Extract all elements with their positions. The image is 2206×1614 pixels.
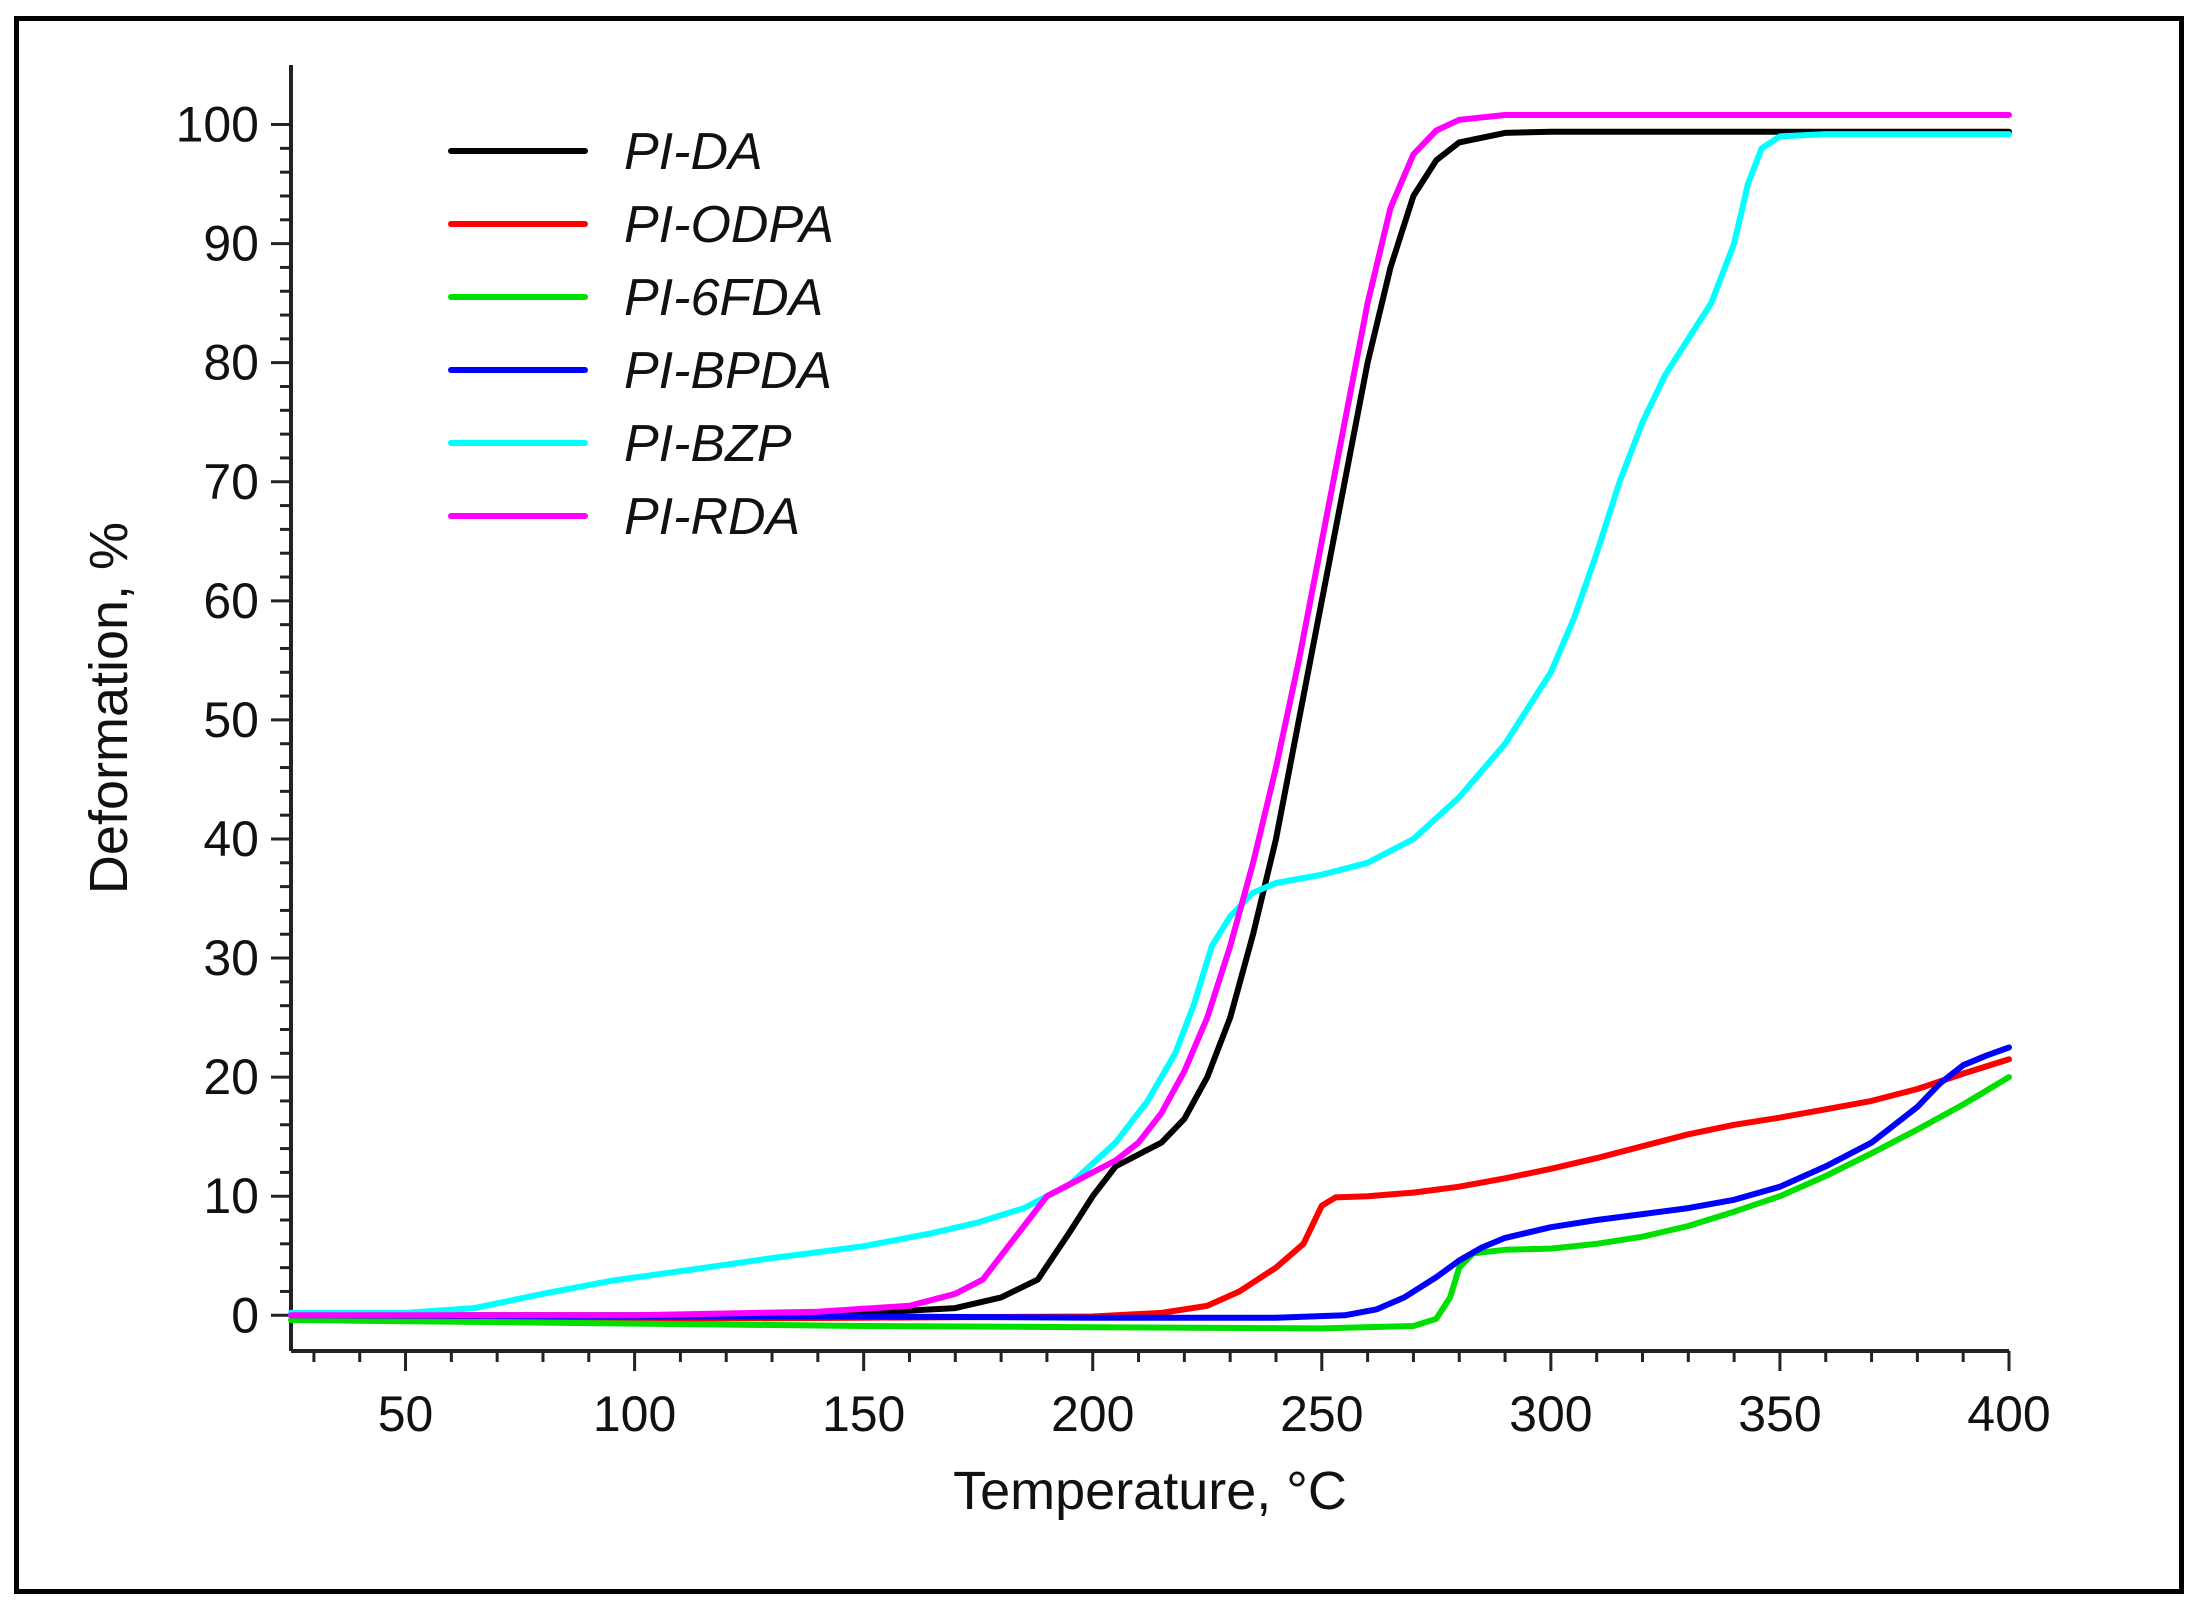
y-tick-label: 20: [203, 1049, 259, 1105]
y-tick-label: 80: [203, 335, 259, 391]
y-tick-label: 100: [176, 97, 259, 153]
series-line-pi-6fda: [288, 1074, 2012, 1332]
legend-label: PI-DA: [624, 123, 763, 181]
y-tick-label: 70: [203, 454, 259, 510]
x-tick-label: 300: [1509, 1386, 1592, 1442]
legend-label: PI-ODPA: [624, 196, 834, 254]
y-tick-label: 90: [203, 216, 259, 272]
legend-label: PI-6FDA: [624, 269, 823, 327]
series-line-pi-bzp: [288, 131, 2012, 1316]
y-tick-label: 60: [203, 573, 259, 629]
x-tick-label: 350: [1738, 1386, 1821, 1442]
y-tick-label: 0: [231, 1287, 259, 1343]
series-line-pi-rda: [288, 112, 2012, 1319]
x-ticks: 50 100 150 200 250 300 350 400: [312, 1351, 2051, 1442]
y-axis-label: Deformation, %: [79, 522, 139, 894]
legend-label: PI-RDA: [624, 488, 800, 546]
x-tick-label: 50: [378, 1386, 434, 1442]
series-line-pi-odpa: [288, 1056, 2012, 1322]
x-tick-label: 200: [1051, 1386, 1134, 1442]
y-tick-label: 40: [203, 811, 259, 867]
y-tick-label: 30: [203, 930, 259, 986]
y-ticks: 0 10 20 30 40 50 60 70 80 90 100: [176, 97, 291, 1343]
series-line-pi-bpda: [288, 1044, 2012, 1321]
y-tick-label: 10: [203, 1168, 259, 1224]
legend: PI-DA PI-ODPA PI-6FDA PI-BPDA PI-BZP PI-RDA: [448, 123, 834, 546]
x-tick-label: 250: [1280, 1386, 1363, 1442]
series-lines: [288, 112, 2012, 1332]
x-axis-label: Temperature, °C: [953, 1461, 1347, 1521]
legend-label: PI-BPDA: [624, 342, 832, 400]
series-line-pi-da: [288, 128, 2012, 1319]
deformation-chart: 50 100 150 200 250 300 350 400 0 10 20 30 40 50 60 70 8…: [79, 65, 2051, 1521]
x-tick-label: 100: [593, 1386, 676, 1442]
legend-label: PI-BZP: [624, 415, 792, 473]
x-tick-label: 400: [1967, 1386, 2050, 1442]
x-tick-label: 150: [822, 1386, 905, 1442]
axes: [289, 65, 2009, 1353]
y-tick-label: 50: [203, 692, 259, 748]
figure-frame: 50 100 150 200 250 300 350 400 0 10 20 30 40 50 60 70 8…: [14, 16, 2184, 1594]
